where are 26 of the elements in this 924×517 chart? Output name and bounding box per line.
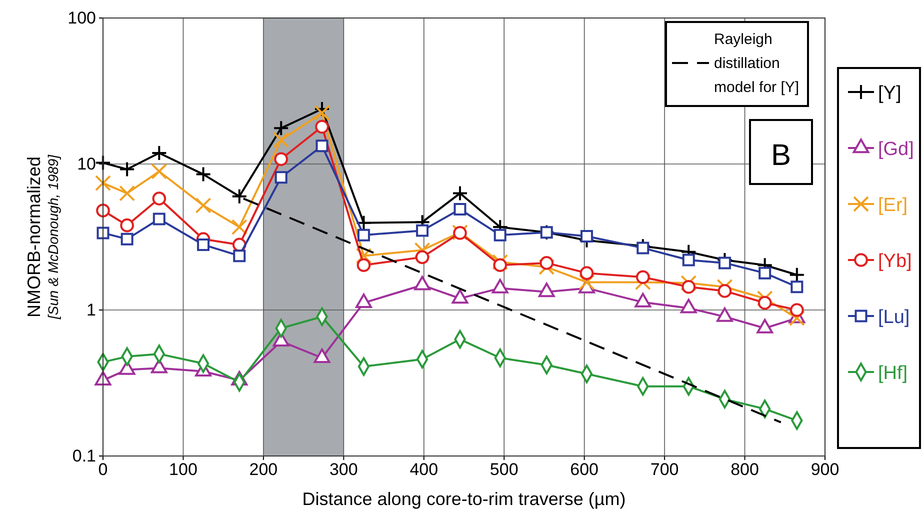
x-tick-label: 500 bbox=[490, 460, 518, 480]
y-tick-label: 0.1 bbox=[72, 446, 96, 466]
x-tick-label: 600 bbox=[570, 460, 599, 480]
legend-label: [Hf] bbox=[878, 363, 908, 384]
legend-label: [Y] bbox=[878, 83, 902, 104]
text: [Sun & McDonough, 1989] bbox=[45, 154, 61, 320]
y-tick-label: 10 bbox=[77, 154, 96, 174]
x-tick-label: 900 bbox=[810, 460, 840, 480]
x-tick-label: 0 bbox=[98, 460, 108, 480]
legend-label: [Yb] bbox=[878, 251, 912, 272]
x-tick-label: 400 bbox=[410, 460, 438, 480]
annotation: B bbox=[770, 139, 792, 172]
legend-label: Rayleigh distillation model for [Y] bbox=[714, 31, 800, 96]
y-tick-label: 100 bbox=[68, 8, 96, 28]
x-tick-label: 200 bbox=[249, 460, 278, 480]
x-tick-label: 300 bbox=[329, 460, 358, 480]
x-tick-label: 700 bbox=[650, 460, 679, 480]
legend-label: [Gd] bbox=[878, 139, 914, 160]
legend-label: [Er] bbox=[878, 195, 908, 216]
legend-label: [Lu] bbox=[878, 307, 910, 328]
x-axis-title: Distance along core-to-rim traverse (µm) bbox=[302, 489, 626, 509]
label-box: B bbox=[749, 119, 813, 185]
x-tick-label: 800 bbox=[730, 460, 759, 480]
y-tick-label: 1 bbox=[86, 300, 96, 320]
x-tick-label: 100 bbox=[169, 460, 198, 480]
y-axis-title: NMORB-normalized bbox=[24, 156, 44, 318]
